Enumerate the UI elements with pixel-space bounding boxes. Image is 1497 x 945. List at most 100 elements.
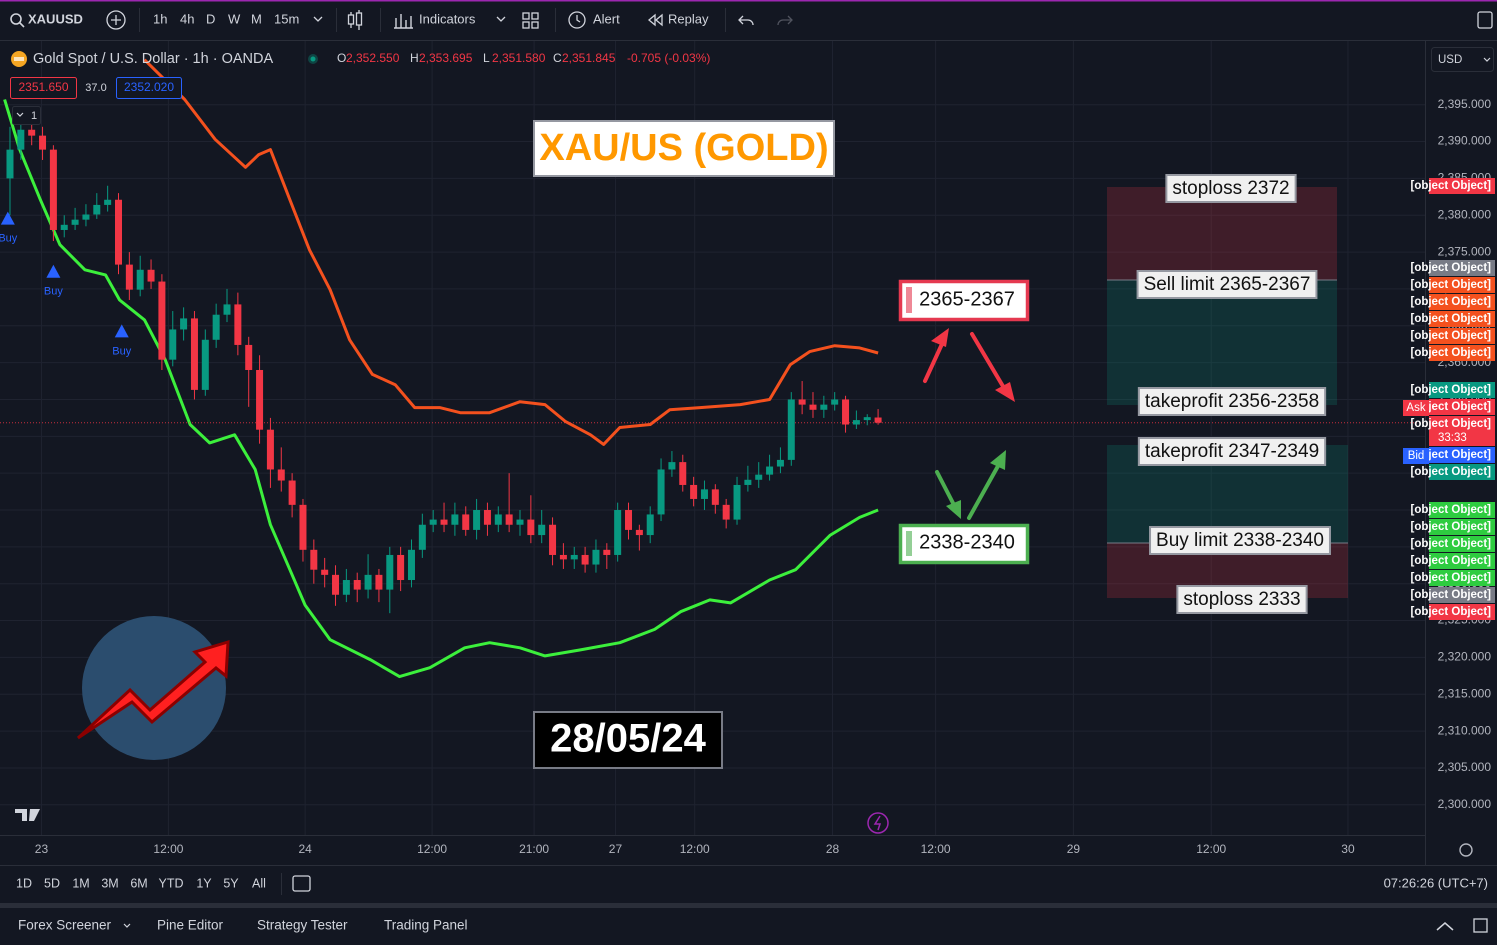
interval-button[interactable]: D xyxy=(206,11,215,26)
position-label-box xyxy=(1136,270,1318,299)
indicators-button[interactable]: Indicators xyxy=(419,11,476,26)
price-label-bg xyxy=(1429,382,1495,398)
candle-icon[interactable] xyxy=(347,14,355,25)
search-icon-handle xyxy=(19,22,25,28)
candle-body xyxy=(201,339,209,390)
replay-button[interactable]: Replay xyxy=(668,11,709,26)
interval-chevron[interactable] xyxy=(313,16,323,22)
interval-button[interactable]: W xyxy=(228,11,241,26)
range-button[interactable]: 5D xyxy=(44,876,60,890)
indicator-line xyxy=(143,58,879,446)
currency-chevron xyxy=(1483,57,1491,62)
price-label-bg xyxy=(1429,311,1495,327)
panel-tab[interactable]: Strategy Tester xyxy=(257,918,348,933)
candle-body xyxy=(690,484,698,499)
range-button[interactable]: 1D xyxy=(16,876,32,890)
tv-logo xyxy=(15,809,40,821)
buy-button[interactable] xyxy=(116,77,182,99)
redo-button[interactable] xyxy=(777,15,793,26)
position-label-box xyxy=(1149,526,1331,555)
price-label-bg xyxy=(1429,294,1495,310)
title-box xyxy=(533,120,835,177)
panel-tab[interactable]: Trading Panel xyxy=(384,918,468,933)
range-button[interactable]: 1M xyxy=(72,876,89,890)
y-tick-label: 2,380.000 xyxy=(1438,207,1492,221)
price-label-bg xyxy=(1429,604,1495,620)
indicators-chevron[interactable] xyxy=(496,16,506,22)
price-label: [object Object] xyxy=(1410,313,1491,325)
panel-tab[interactable]: Forex Screener xyxy=(18,918,112,933)
range-buttons: 1D 5D 1M 3M 6M YTD 1Y 5Y All xyxy=(16,876,266,890)
undo-button[interactable] xyxy=(738,15,754,26)
settings-button[interactable] xyxy=(1459,843,1473,857)
price-label-bg xyxy=(1429,178,1495,194)
sell-price: 2351.650 xyxy=(18,80,68,94)
position-label-box xyxy=(1137,437,1327,466)
position-label-box xyxy=(1176,585,1308,614)
compare-button[interactable] xyxy=(106,10,126,30)
candle-body xyxy=(549,524,557,555)
x-tick-label: 12:00 xyxy=(680,842,710,856)
panel-tab[interactable]: Pine Editor xyxy=(157,918,224,933)
candle-body xyxy=(60,224,68,230)
layout-icon[interactable] xyxy=(522,12,539,29)
sell-button[interactable] xyxy=(10,77,77,99)
range-button[interactable]: All xyxy=(252,876,266,890)
candle-body xyxy=(852,420,860,425)
search-icon[interactable] xyxy=(10,13,22,25)
currency-button[interactable] xyxy=(1431,47,1494,72)
candle-body xyxy=(418,524,426,550)
goto-date-button[interactable] xyxy=(292,875,311,892)
interval-button[interactable]: 1h xyxy=(153,11,167,26)
date-box xyxy=(533,711,723,769)
candle-body xyxy=(299,504,307,550)
toolbar: XAUUSD 1h 4h D W M 15m Indicators Alert Repla… xyxy=(10,8,1493,32)
candle-body xyxy=(147,269,155,282)
indicator-toggle[interactable] xyxy=(12,106,41,125)
events-icon[interactable] xyxy=(867,812,889,834)
candle-body xyxy=(256,369,264,430)
price-label-bg xyxy=(1429,447,1495,463)
candle-body xyxy=(17,129,25,150)
alert-button[interactable]: Alert xyxy=(593,11,620,26)
ask-label: Ask xyxy=(1406,402,1425,414)
candle-body xyxy=(635,529,643,536)
candle-body xyxy=(180,318,188,330)
range-button[interactable]: 3M xyxy=(101,876,118,890)
interval-button[interactable]: M xyxy=(251,11,262,26)
range-button[interactable]: YTD xyxy=(159,876,184,890)
price-label: [object Object] xyxy=(1410,555,1491,567)
candle-body xyxy=(657,469,665,515)
price-label: [object Object] xyxy=(1410,449,1491,461)
candle-body xyxy=(559,554,567,560)
indicators-icon xyxy=(394,14,413,29)
range-button[interactable]: 5Y xyxy=(223,876,239,890)
candle-body xyxy=(614,510,622,555)
range-button[interactable]: 6M xyxy=(130,876,147,890)
x-tick-label: 28 xyxy=(826,842,840,856)
fullscreen-button[interactable] xyxy=(1477,11,1493,29)
screener-chevron[interactable] xyxy=(123,923,131,928)
candle-body xyxy=(527,519,535,536)
collapse-button[interactable] xyxy=(1436,922,1454,931)
candle-body xyxy=(386,554,394,590)
candle-body xyxy=(136,269,144,290)
interval-button[interactable]: 15m xyxy=(274,11,299,26)
x-tick-label: 27 xyxy=(609,842,623,856)
ohlc-key: L xyxy=(483,51,490,65)
price-label-bg xyxy=(1429,502,1495,518)
symbol[interactable]: XAUUSD xyxy=(28,11,83,26)
signal-label: Buy xyxy=(0,233,18,245)
price-label-bg xyxy=(1429,277,1495,293)
candle-body xyxy=(39,135,47,150)
interval-button[interactable]: 4h xyxy=(180,11,194,26)
candle-body xyxy=(842,399,850,425)
symbol-title: Gold Spot / U.S. Dollar · 1h · OANDA xyxy=(33,51,273,67)
intervals: 1h 4h D W M 15m xyxy=(153,11,299,26)
candle-body xyxy=(71,219,79,225)
panel-divider xyxy=(0,903,1497,908)
position-label: takeprofit 2356-2358 xyxy=(1145,391,1319,412)
range-button[interactable]: 1Y xyxy=(196,876,212,890)
brand-arrow xyxy=(76,639,230,740)
maximize-button[interactable] xyxy=(1473,918,1488,933)
